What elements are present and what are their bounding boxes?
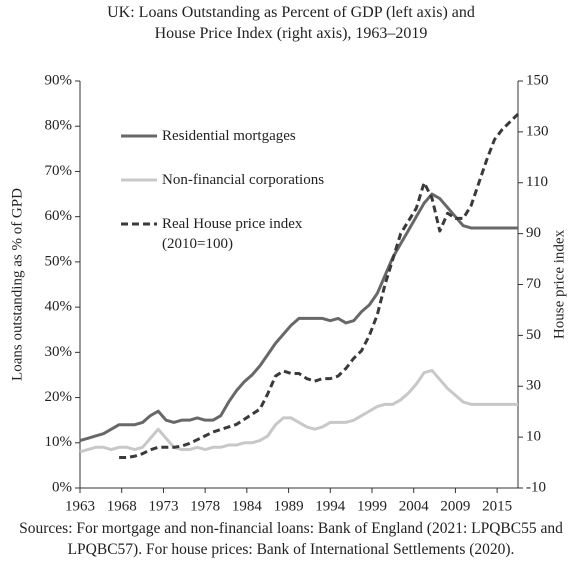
x-tick-label: 1999 [357, 498, 387, 514]
legend: Residential mortgages Non-financial corpo… [120, 126, 337, 278]
legend-item: Non-financial corporations [120, 170, 337, 190]
x-tick-label: 1984 [232, 498, 263, 514]
y2-tick-label: 130 [526, 123, 549, 139]
source-note: Sources: For mortgage and non-financial … [19, 520, 563, 558]
y-tick-label: 70% [45, 163, 73, 179]
y-tick-label: 10% [45, 434, 73, 450]
y-tick-label: 20% [45, 389, 73, 405]
series-line [119, 112, 520, 459]
legend-swatch [121, 134, 157, 138]
legend-item: Real House price index (2010=100) [120, 214, 337, 254]
y2-tick-label: 150 [526, 72, 549, 88]
y-tick-label: 90% [45, 72, 73, 88]
y2-tick-label: 90 [526, 225, 541, 241]
series-line [79, 368, 518, 454]
x-tick-label: 1973 [148, 498, 178, 514]
y-tick-label: 50% [45, 253, 73, 269]
legend-swatch [121, 178, 157, 182]
y-tick-label: 60% [45, 208, 73, 224]
y2-tick-label: 110 [526, 174, 548, 190]
x-tick-label: 2009 [440, 498, 470, 514]
y2-tick-label: -10 [526, 479, 546, 495]
y2-axis-label: House price index [551, 229, 567, 339]
legend-label: Non-financial corporations [162, 172, 325, 188]
legend-swatch [121, 222, 157, 226]
x-tick-label: 1994 [315, 498, 346, 514]
legend-item: Residential mortgages [120, 126, 337, 146]
y-tick-label: 30% [45, 344, 73, 360]
x-tick-label: 1968 [107, 498, 137, 514]
legend-label: Residential mortgages [162, 128, 296, 144]
y-axis-label: Loans outstanding as % of GPD [9, 188, 25, 381]
y2-tick-label: 50 [526, 327, 541, 343]
legend-label: Real House price index (2010=100) [162, 216, 303, 252]
y-tick-label: 0% [52, 479, 72, 495]
y2-tick-label: 70 [526, 276, 541, 292]
y2-tick-label: 10 [526, 429, 541, 445]
y2-tick-label: 30 [526, 378, 541, 394]
x-tick-label: 1963 [65, 498, 95, 514]
series-line [79, 192, 518, 442]
x-tick-label: 1978 [190, 498, 220, 514]
x-tick-label: 2015 [482, 498, 512, 514]
x-tick-label: 2004 [399, 498, 430, 514]
y-tick-label: 80% [45, 118, 73, 134]
y-tick-label: 40% [45, 299, 73, 315]
x-tick-label: 1989 [274, 498, 304, 514]
chart-title: UK: Loans Outstanding as Percent of GDP … [107, 4, 475, 42]
